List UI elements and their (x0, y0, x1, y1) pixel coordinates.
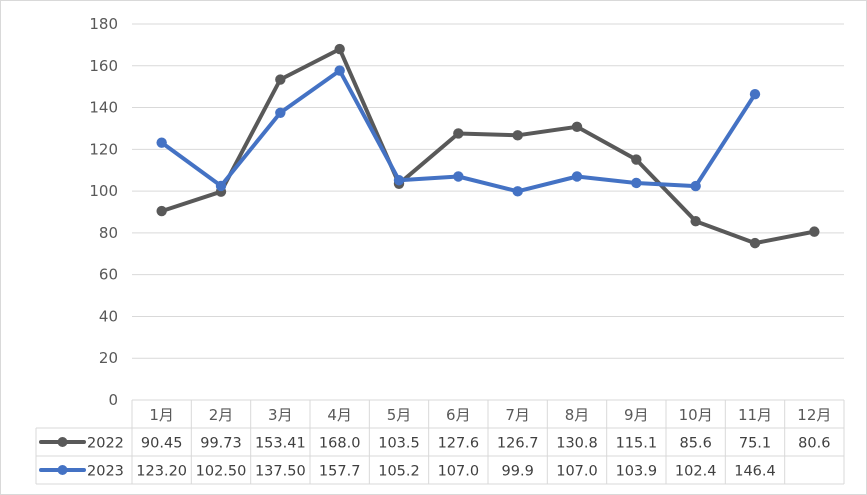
data-table-value: 103.9 (616, 464, 658, 480)
data-point (512, 186, 523, 197)
x-tick-label: 5月 (387, 406, 412, 424)
x-tick-label: 7月 (505, 406, 530, 424)
legend-label: 2023 (87, 464, 124, 480)
data-table-value: 168.0 (319, 436, 361, 452)
data-point (571, 121, 583, 132)
y-tick-label: 180 (89, 15, 118, 33)
data-table-value: 146.4 (734, 464, 776, 480)
data-point (690, 215, 701, 227)
y-tick-label: 0 (108, 391, 118, 409)
data-table-value: 127.6 (438, 436, 480, 452)
data-point (749, 88, 761, 100)
data-table-value: 99.73 (200, 436, 242, 452)
data-table-value: 105.2 (378, 464, 420, 480)
y-tick-label: 160 (89, 57, 118, 75)
x-tick-label: 12月 (797, 406, 831, 424)
data-table-value: 107.0 (438, 464, 480, 480)
data-table-value: 153.41 (255, 436, 306, 452)
data-table-value: 103.5 (378, 436, 420, 452)
data-point (631, 154, 642, 165)
data-table-value: 115.1 (616, 436, 658, 452)
data-point (571, 171, 583, 182)
x-tick-label: 8月 (565, 406, 590, 424)
data-point (275, 107, 286, 118)
y-tick-label: 80 (99, 224, 118, 242)
data-table-value: 90.45 (141, 436, 183, 452)
data-table-value: 130.8 (556, 436, 598, 452)
x-tick-label: 2月 (209, 406, 234, 424)
data-table-value: 107.0 (556, 464, 598, 480)
data-table-value: 157.7 (319, 464, 361, 480)
data-point (631, 177, 642, 189)
y-tick-label: 120 (89, 140, 118, 158)
data-point (215, 180, 227, 192)
data-table-value: 137.50 (255, 464, 306, 480)
data-point (453, 171, 464, 182)
x-tick-label: 1月 (149, 406, 174, 424)
x-tick-label: 9月 (624, 406, 649, 424)
data-table: 1月 2月 3月 4月 5月 6月 7月 8月 9月 10月 11月 12月 2022 90.45 99.7… (35, 399, 845, 485)
data-point (275, 74, 286, 85)
data-table-value: 102.4 (675, 464, 717, 480)
x-tick-label: 10月 (679, 406, 713, 424)
data-table-value: 123.20 (136, 464, 187, 480)
data-point (690, 180, 701, 192)
data-point (334, 65, 345, 76)
y-tick-label: 100 (89, 182, 118, 200)
data-point (156, 205, 167, 217)
legend-marker (57, 437, 68, 447)
data-table-value: 80.6 (798, 436, 830, 452)
series-lines (156, 43, 820, 249)
y-tick-label: 140 (89, 99, 118, 117)
data-point (334, 43, 345, 55)
legend-label: 2022 (87, 436, 124, 452)
y-tick-label: 40 (99, 307, 118, 325)
x-tick-label: 6月 (446, 406, 471, 424)
y-axis-ticks: 0 20 40 60 80 100 120 140 160 180 (89, 15, 118, 409)
data-point (809, 226, 820, 237)
y-tick-label: 60 (99, 266, 118, 284)
data-point (156, 137, 167, 148)
data-table-value: 102.50 (196, 464, 247, 480)
x-tick-label: 11月 (738, 406, 772, 424)
data-table-value: 85.6 (680, 436, 712, 452)
data-point (749, 237, 761, 249)
legend-marker (57, 465, 68, 475)
x-tick-label: 4月 (327, 406, 352, 424)
data-table-value: 126.7 (497, 436, 539, 452)
data-point (453, 128, 464, 139)
data-table-value: 99.9 (502, 464, 534, 480)
data-table-value: 75.1 (739, 436, 771, 452)
x-tick-label: 3月 (268, 406, 293, 424)
series-line (159, 47, 817, 246)
data-point (512, 130, 523, 141)
y-tick-label: 20 (99, 349, 118, 367)
data-point (393, 175, 405, 186)
